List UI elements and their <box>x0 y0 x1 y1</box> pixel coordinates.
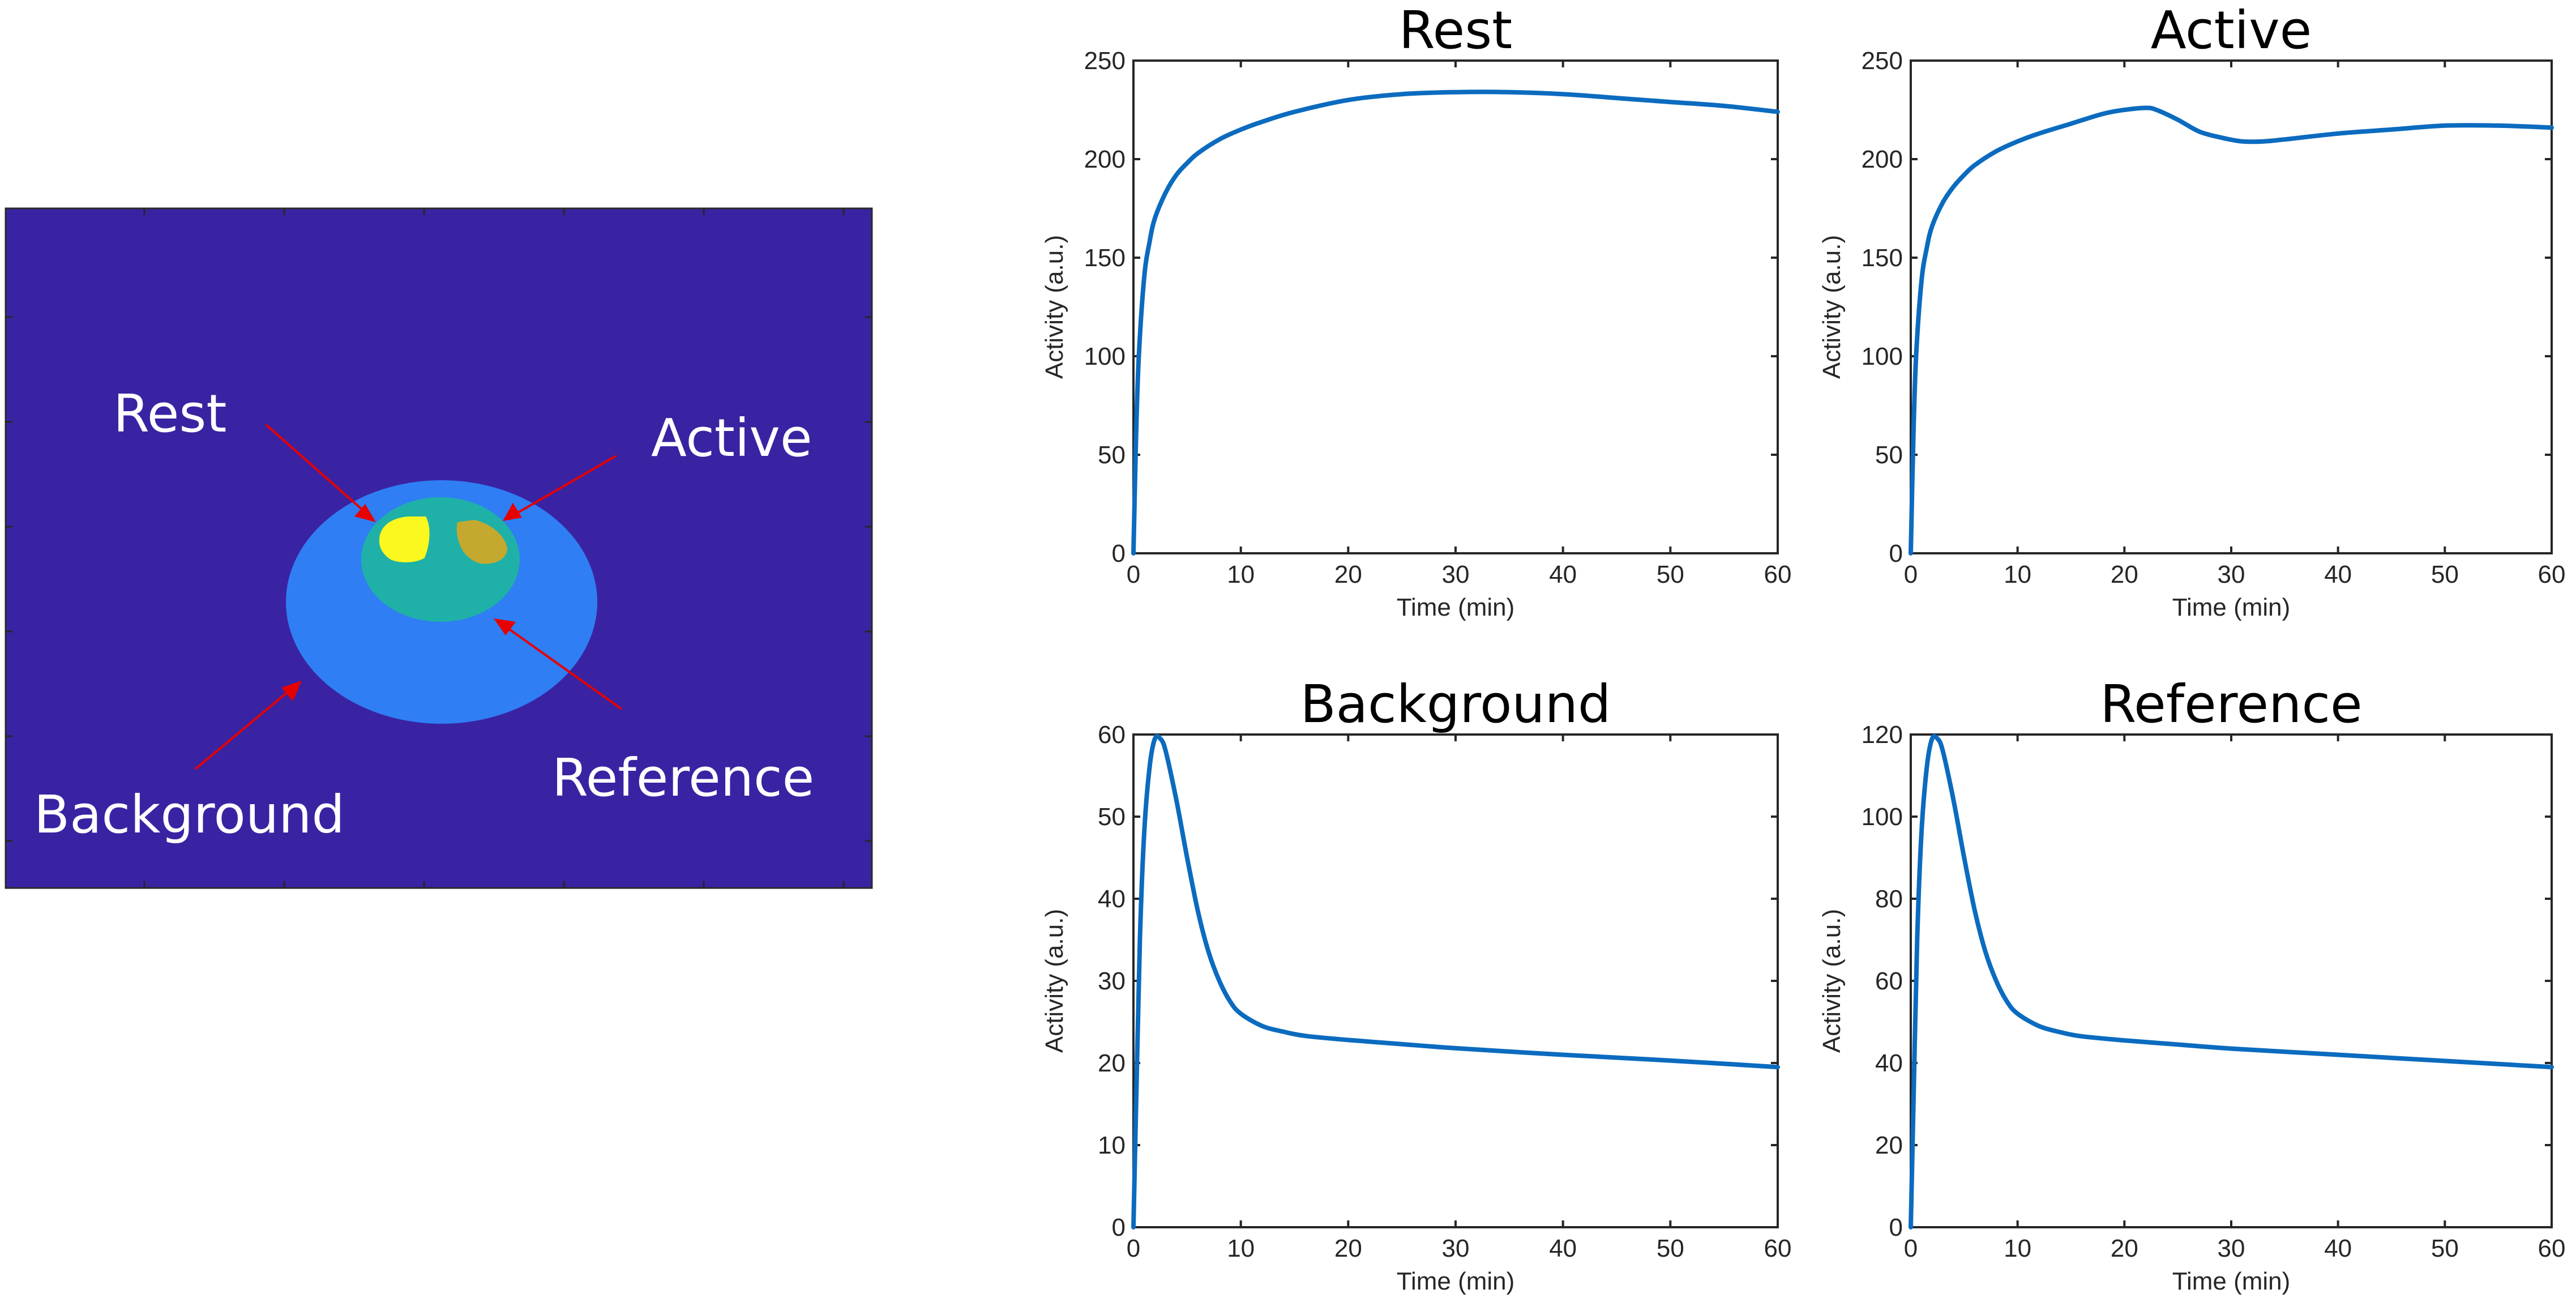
chart-background: Background 0 10 20 30 40 50 60 0 10 20 30 40 50 60 Time… <box>1041 674 1791 1295</box>
background-x-tick-label: 0 <box>1127 1235 1140 1262</box>
reference-y-tick-label: 40 <box>1875 1049 1903 1077</box>
background-x-tick-label: 60 <box>1764 1235 1792 1262</box>
reference-chart-title: Reference <box>2100 674 2362 735</box>
active-x-tick-label: 30 <box>2218 561 2245 588</box>
rest-y-tick-label: 100 <box>1084 343 1126 370</box>
reference-y-tick-label: 100 <box>1862 803 1903 831</box>
reference-x-tick-label: 20 <box>2111 1235 2138 1262</box>
phantom-active-region <box>456 520 507 564</box>
chart-rest: Rest 0 10 20 30 40 50 60 0 50 100 150 200 250 Time (mi… <box>1041 0 1791 621</box>
reference-activity-curve <box>1909 734 2554 1229</box>
active-y-tick-label: 200 <box>1862 146 1903 173</box>
rest-y-tick-label: 150 <box>1084 244 1126 272</box>
background-x-tick-label: 20 <box>1334 1235 1362 1262</box>
rest-y-tick-label: 200 <box>1084 146 1126 173</box>
reference-y-tick-label: 120 <box>1862 721 1903 749</box>
phantom-image-panel: Rest Active Reference Background <box>5 207 873 889</box>
rest-x-tick-label: 40 <box>1549 561 1577 588</box>
reference-y-tick-label: 60 <box>1875 967 1903 995</box>
arrow-rest <box>265 424 376 522</box>
active-x-tick-label: 60 <box>2538 561 2566 588</box>
background-y-tick-label: 20 <box>1098 1049 1126 1077</box>
background-x-tick-label: 30 <box>1442 1235 1470 1262</box>
reference-x-tick-label: 40 <box>2324 1235 2352 1262</box>
active-chart-title: Active <box>2151 0 2312 61</box>
active-y-axis-label: Activity (a.u.) <box>1818 235 1846 379</box>
background-y-tick-label: 60 <box>1098 721 1126 749</box>
background-y-tick-label: 30 <box>1098 967 1126 995</box>
active-x-axis-label: Time (min) <box>2172 594 2291 621</box>
chart-active: Active 0 10 20 30 40 50 60 0 50 100 150 200 250 Time (… <box>1818 0 2565 621</box>
background-x-axis-label: Time (min) <box>1397 1267 1515 1295</box>
background-x-tick-label: 50 <box>1657 1235 1684 1262</box>
background-x-tick-label: 40 <box>1549 1235 1577 1262</box>
background-y-tick-label: 10 <box>1098 1132 1126 1159</box>
background-y-tick-label: 0 <box>1112 1214 1126 1241</box>
rest-x-tick-label: 30 <box>1442 561 1470 588</box>
label-rest: Rest <box>113 383 226 444</box>
active-y-tick-label: 50 <box>1875 441 1903 469</box>
rest-x-axis-label: Time (min) <box>1397 594 1515 621</box>
reference-x-tick-label: 10 <box>2004 1235 2031 1262</box>
active-y-tick-label: 0 <box>1889 540 1903 567</box>
reference-x-tick-label: 30 <box>2218 1235 2245 1262</box>
label-active: Active <box>651 408 812 468</box>
label-background: Background <box>34 784 345 845</box>
background-activity-curve <box>1131 734 1780 1229</box>
rest-x-tick-label: 60 <box>1764 561 1792 588</box>
reference-y-tick-label: 0 <box>1889 1214 1903 1241</box>
active-y-tick-label: 100 <box>1862 343 1903 370</box>
background-x-tick-label: 10 <box>1227 1235 1255 1262</box>
label-reference: Reference <box>552 748 814 808</box>
rest-y-tick-label: 50 <box>1098 441 1126 469</box>
rest-x-tick-label: 20 <box>1334 561 1362 588</box>
rest-x-tick-label: 0 <box>1127 561 1140 588</box>
background-axes-box <box>1132 733 1779 1228</box>
reference-axes-box <box>1910 733 2553 1228</box>
rest-chart-title: Rest <box>1399 0 1512 61</box>
active-y-tick-label: 150 <box>1862 244 1903 272</box>
rest-x-tick-label: 10 <box>1227 561 1255 588</box>
background-chart-title: Background <box>1300 674 1611 735</box>
reference-y-tick-label: 80 <box>1875 885 1903 913</box>
active-x-tick-label: 20 <box>2111 561 2138 588</box>
reference-y-axis-label: Activity (a.u.) <box>1818 909 1846 1053</box>
active-y-tick-label: 250 <box>1862 47 1903 75</box>
active-activity-curve <box>1909 105 2554 556</box>
background-y-axis-label: Activity (a.u.) <box>1041 909 1068 1053</box>
phantom-frame-ticks <box>6 208 872 888</box>
reference-x-tick-label: 60 <box>2538 1235 2566 1262</box>
rest-y-axis-label: Activity (a.u.) <box>1041 235 1068 379</box>
active-x-tick-label: 10 <box>2004 561 2031 588</box>
background-y-tick-label: 40 <box>1098 885 1126 913</box>
reference-x-tick-label: 50 <box>2431 1235 2459 1262</box>
arrow-reference <box>494 618 623 710</box>
rest-activity-curve <box>1131 89 1780 556</box>
reference-y-tick-label: 20 <box>1875 1132 1903 1159</box>
phantom-rest-region <box>379 516 430 562</box>
arrow-active <box>503 455 617 521</box>
active-x-tick-label: 40 <box>2324 561 2352 588</box>
arrow-background <box>194 681 302 770</box>
reference-x-axis-label: Time (min) <box>2172 1267 2291 1295</box>
rest-y-tick-label: 250 <box>1084 47 1126 75</box>
active-x-tick-label: 0 <box>1904 561 1918 588</box>
active-axes-box <box>1910 59 2553 554</box>
reference-x-tick-label: 0 <box>1904 1235 1918 1262</box>
rest-y-tick-label: 0 <box>1112 540 1126 567</box>
chart-reference: Reference 0 10 20 30 40 50 60 0 20 40 60 80 100 120 Tim… <box>1818 674 2565 1295</box>
active-x-tick-label: 50 <box>2431 561 2459 588</box>
background-y-tick-label: 50 <box>1098 803 1126 831</box>
rest-x-tick-label: 50 <box>1657 561 1684 588</box>
